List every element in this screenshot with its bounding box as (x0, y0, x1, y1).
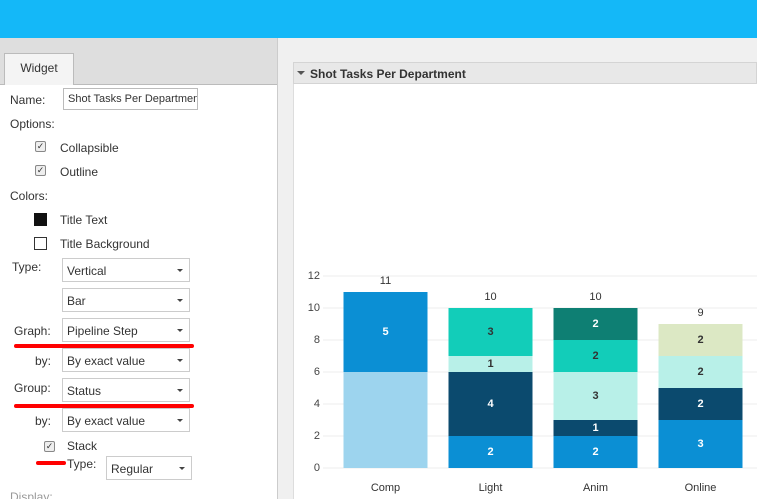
label: Outline (60, 165, 99, 179)
x-tick-label: Light (479, 482, 503, 494)
data-label: 2 (487, 446, 493, 458)
label: Graph: (14, 324, 51, 338)
checkbox[interactable]: ✓ (35, 165, 46, 176)
x-tick-label: Comp (371, 482, 400, 494)
y-tick-label: 0 (314, 462, 320, 474)
label: Display: (10, 490, 53, 499)
data-label: 5 (382, 326, 388, 338)
select[interactable]: Pipeline Step (62, 318, 190, 342)
total-label: 11 (380, 275, 391, 287)
x-tick-label: Anim (583, 482, 608, 494)
select[interactable]: Status (62, 378, 190, 402)
bar-segment (553, 436, 638, 468)
label: Stack (67, 439, 98, 453)
label: Options: (10, 117, 55, 131)
bar-segment (553, 340, 638, 372)
top-bar (0, 0, 757, 38)
data-label: 2 (592, 350, 598, 362)
data-label: 2 (697, 398, 703, 410)
data-label: 3 (487, 326, 493, 338)
color-swatch[interactable] (34, 213, 47, 226)
total-label: 10 (484, 291, 496, 303)
select[interactable]: Bar (62, 288, 190, 312)
label: Title Background (60, 237, 150, 251)
collapse-icon[interactable] (297, 71, 305, 79)
bar-segment (448, 308, 533, 356)
color-swatch[interactable] (34, 237, 47, 250)
checkbox[interactable]: ✓ (35, 141, 46, 152)
bar-segment (658, 324, 743, 356)
bar-segment (553, 372, 638, 420)
y-tick-label: 12 (308, 270, 320, 282)
bar-segment (658, 388, 743, 420)
bar-segment (343, 292, 428, 372)
data-label: 2 (697, 334, 703, 346)
annotation (14, 404, 194, 408)
tab[interactable]: Widget (4, 53, 74, 85)
select[interactable]: By exact value (62, 408, 190, 432)
bar-segment (448, 356, 533, 372)
bar-segment (448, 436, 533, 468)
select[interactable]: Regular (106, 456, 192, 480)
total-label: 9 (697, 307, 703, 319)
data-label: 1 (592, 422, 598, 434)
checkbox[interactable]: ✓ (44, 441, 55, 452)
bar-segment (553, 420, 638, 436)
data-label: 2 (592, 446, 598, 458)
annotation (14, 344, 194, 348)
x-tick-label: Online (685, 482, 717, 494)
total-label: 10 (589, 291, 601, 303)
data-label: 1 (487, 358, 493, 370)
chart: 0246810126511Comp241310Light2132210Anim3… (308, 270, 757, 494)
label: Title Text (60, 213, 108, 227)
y-tick-label: 2 (314, 430, 320, 442)
data-label: 4 (487, 398, 494, 410)
label: Collapsible (60, 141, 119, 155)
select[interactable]: By exact value (62, 348, 190, 372)
y-tick-label: 10 (308, 302, 320, 314)
data-label: 2 (592, 318, 598, 330)
bar-segment (658, 420, 743, 468)
label: Type: (12, 260, 42, 274)
y-tick-label: 4 (314, 398, 320, 410)
label: by: (35, 414, 52, 428)
bar-segment (553, 308, 638, 340)
data-label: 3 (592, 390, 598, 402)
bar-segment (658, 356, 743, 388)
annotation (36, 461, 66, 465)
widget-title: Shot Tasks Per Department (310, 67, 466, 81)
label: Type: (67, 457, 97, 471)
y-tick-label: 6 (314, 366, 320, 378)
data-label: 2 (697, 366, 703, 378)
y-tick-label: 8 (314, 334, 320, 346)
label: Colors: (10, 189, 49, 203)
bar-segment (448, 372, 533, 436)
label: by: (35, 354, 52, 368)
bar-segment (343, 372, 428, 468)
data-label: 3 (697, 438, 703, 450)
label: Group: (14, 381, 51, 395)
select[interactable]: Vertical (62, 258, 190, 282)
label: Name: (10, 93, 46, 107)
name-input[interactable]: Shot Tasks Per Department (63, 88, 198, 110)
